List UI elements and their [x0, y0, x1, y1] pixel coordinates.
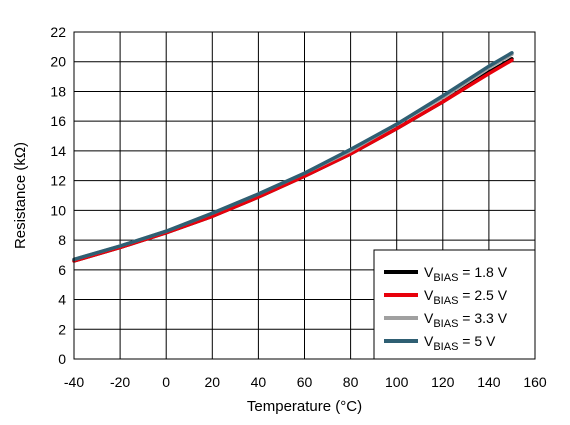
- y-tick-label: 0: [58, 351, 66, 367]
- x-tick-label: 120: [431, 374, 455, 390]
- y-tick-label: 18: [50, 83, 66, 99]
- x-tick-labels: -40 -20 0 20 40 60 80 100 120 140 160: [64, 374, 547, 390]
- x-tick-label: 0: [162, 374, 170, 390]
- series-line: [74, 60, 512, 261]
- y-tick-label: 6: [58, 262, 66, 278]
- series-line: [74, 59, 512, 261]
- x-axis-label: Temperature (°C): [247, 398, 362, 415]
- y-tick-label: 16: [50, 113, 66, 129]
- y-tick-labels: 0 2 4 6 8 10 12 14 16 18 20 22: [50, 24, 66, 367]
- series-lines: [74, 53, 512, 261]
- x-tick-label: -20: [110, 374, 130, 390]
- y-tick-label: 4: [58, 292, 66, 308]
- y-tick-label: 10: [50, 202, 66, 218]
- x-tick-label: -40: [64, 374, 84, 390]
- x-tick-label: 100: [385, 374, 409, 390]
- y-axis-label: Resistance (kΩ): [12, 142, 29, 249]
- x-tick-label: 160: [523, 374, 547, 390]
- y-tick-label: 2: [58, 321, 66, 337]
- x-tick-label: 20: [205, 374, 221, 390]
- x-tick-label: 40: [251, 374, 267, 390]
- y-tick-label: 12: [50, 173, 66, 189]
- series-line: [74, 54, 512, 259]
- x-tick-label: 80: [343, 374, 359, 390]
- y-tick-label: 8: [58, 232, 66, 248]
- x-tick-label: 140: [477, 374, 501, 390]
- series-line: [74, 53, 512, 260]
- y-tick-label: 14: [50, 143, 66, 159]
- x-tick-label: 60: [297, 374, 313, 390]
- y-tick-label: 20: [50, 54, 66, 70]
- y-tick-label: 22: [50, 24, 66, 40]
